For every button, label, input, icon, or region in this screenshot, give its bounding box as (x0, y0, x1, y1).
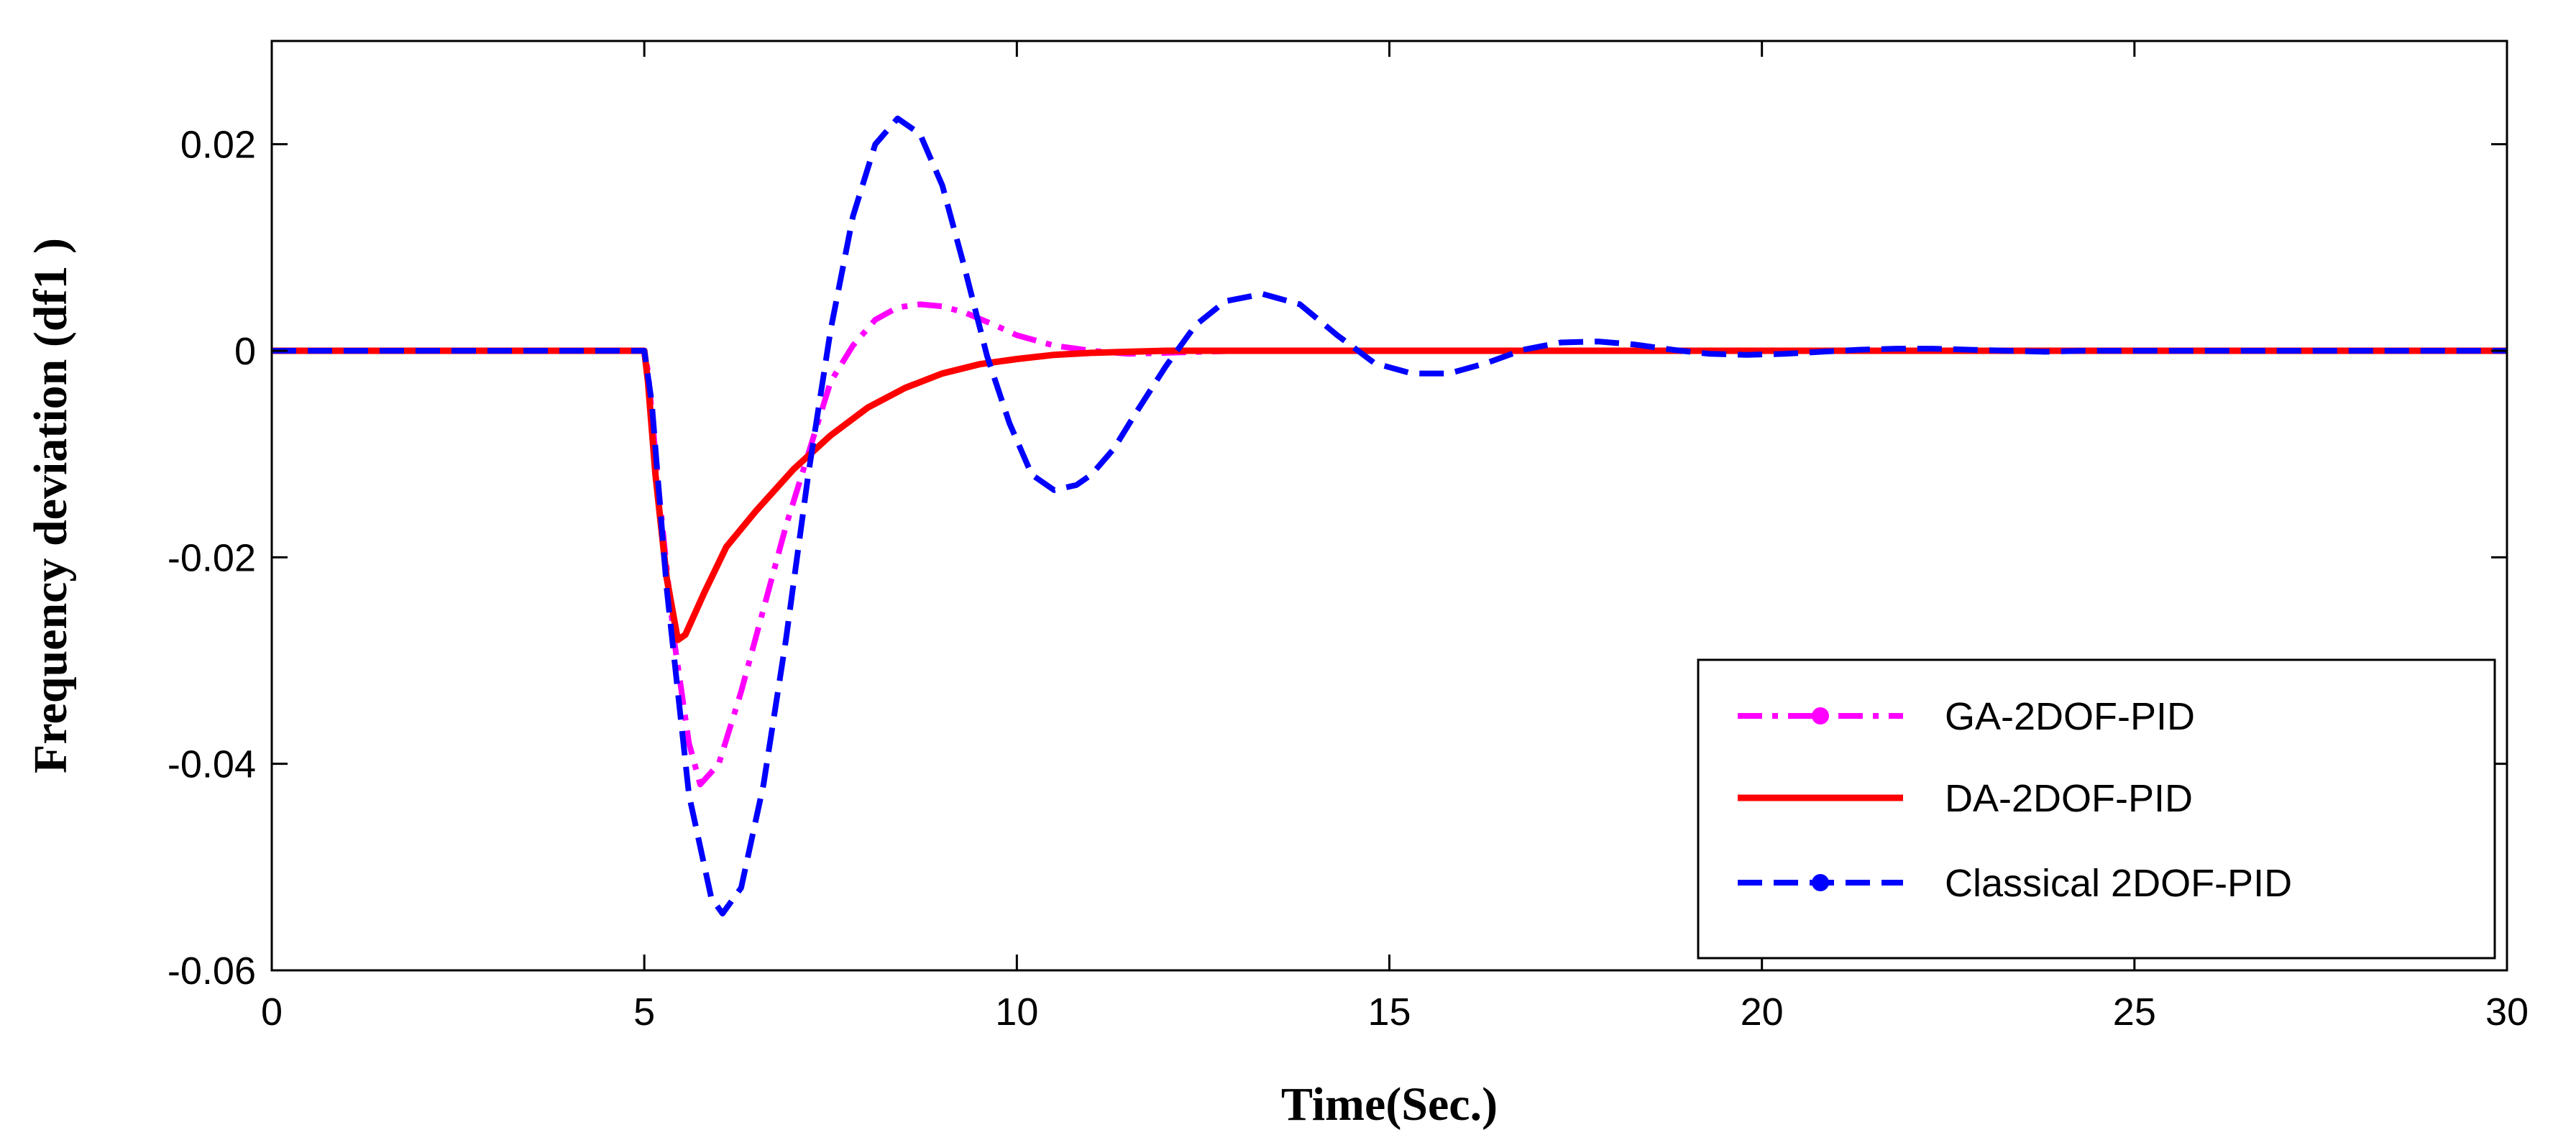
legend-marker (1812, 874, 1829, 891)
x-tick-label: 0 (261, 990, 283, 1034)
y-tick-label: -0.02 (168, 536, 256, 579)
legend-marker (1812, 707, 1829, 725)
y-axis-title: Frequency deviation (df1 ) (24, 238, 77, 773)
legend-box (1697, 658, 2496, 960)
legend-label: GA-2DOF-PID (1945, 695, 2195, 738)
x-tick-label: 10 (995, 990, 1038, 1034)
legend-label: Classical 2DOF-PID (1945, 862, 2292, 905)
x-tick-label: 30 (2485, 990, 2529, 1034)
x-tick-label: 5 (633, 990, 655, 1034)
x-tick-label: 15 (1367, 990, 1411, 1034)
y-tick-label: -0.06 (168, 949, 256, 993)
plot-area: 0 5 10 15 20 25 30 -0.06 -0.04 -0.02 0 0.02 (168, 40, 2529, 1034)
y-tick-label: 0.02 (180, 124, 256, 167)
series-line-ga-2dof-pid (272, 301, 2507, 788)
x-tick-label: 25 (2113, 990, 2156, 1034)
y-tick-label: 0 (234, 330, 256, 373)
x-tick-label: 20 (1741, 990, 1784, 1034)
series-line-classical-2dof-pid (272, 115, 2507, 916)
x-axis-title: Time(Sec.) (1281, 1078, 1498, 1131)
legend: GA-2DOF-PID DA-2DOF-PID Classical 2DOF-PID (1697, 658, 2496, 960)
y-tick-label: -0.04 (168, 743, 256, 786)
legend-label: DA-2DOF-PID (1945, 777, 2193, 820)
